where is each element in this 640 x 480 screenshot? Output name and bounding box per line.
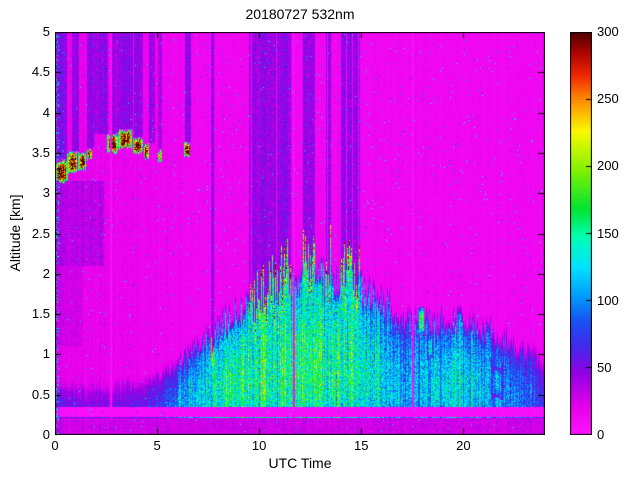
colorbar-tick-label: 50	[597, 359, 612, 375]
y-tick-label: 2.5	[31, 225, 50, 241]
y-tick-label: 1	[42, 346, 50, 362]
colorbar-tick-label: 250	[597, 91, 619, 107]
colorbar-canvas	[570, 32, 592, 435]
x-tick-label: 10	[251, 438, 267, 453]
y-tick-label: 3.5	[31, 144, 50, 160]
chart-title: 20180727 532nm	[245, 6, 355, 22]
colorbar-tick-label: 200	[597, 158, 619, 174]
x-tick-label: 20	[456, 438, 471, 453]
y-tick-label: 0.5	[31, 386, 50, 402]
x-axis-label: UTC Time	[268, 455, 332, 471]
x-tick-label: 5	[153, 438, 161, 453]
y-tick-label: 0	[42, 427, 50, 442]
y-tick-label: 5	[42, 24, 50, 39]
y-tick-label: 1.5	[31, 306, 50, 322]
heatmap-canvas	[55, 32, 545, 435]
colorbar-tick-label: 100	[597, 292, 619, 308]
y-tick-label: 4.5	[31, 64, 50, 80]
y-tick-label: 4	[42, 104, 50, 120]
x-tick-label: 15	[354, 438, 369, 453]
colorbar-tick-label: 300	[597, 24, 619, 39]
y-tick-label: 3	[42, 185, 50, 201]
colorbar-tick-label: 0	[597, 427, 605, 442]
x-tick-label: 0	[51, 438, 59, 453]
colorbar-tick-label: 150	[597, 225, 619, 241]
y-tick-label: 2	[42, 265, 50, 281]
